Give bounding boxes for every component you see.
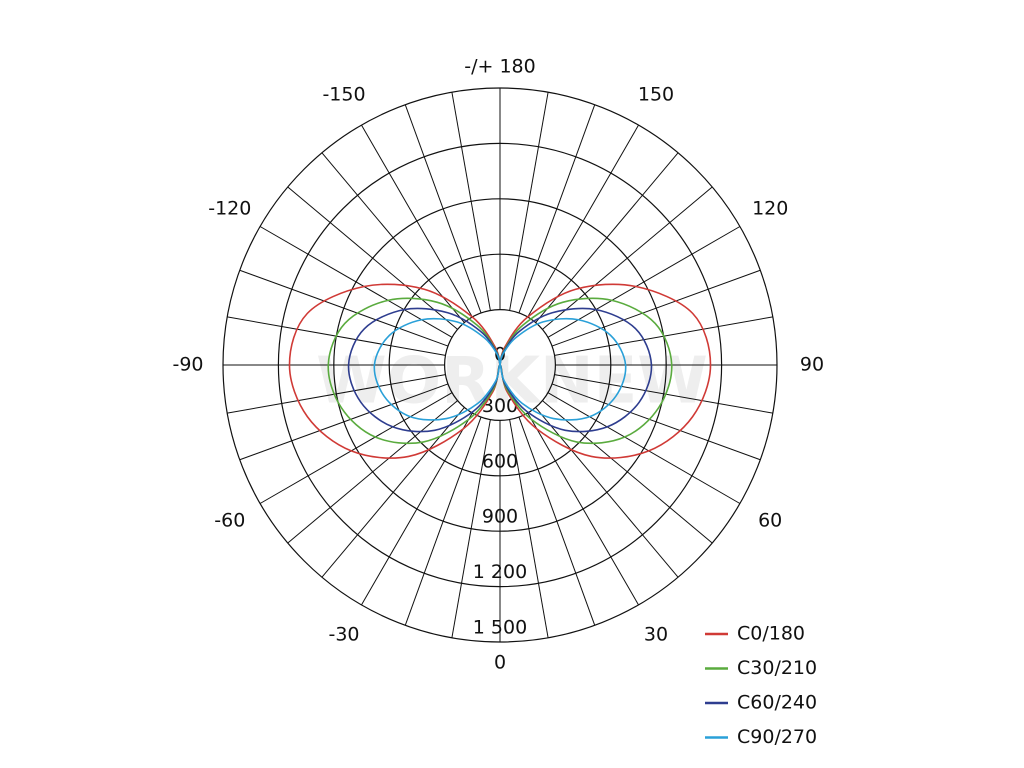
series-curve — [373, 317, 627, 421]
angle-tick-label: 150 — [638, 83, 674, 105]
angle-tick-label: -120 — [208, 198, 251, 220]
angle-tick-label: 30 — [644, 624, 668, 646]
r-tick-label: 600 — [482, 450, 518, 472]
angle-tick-label: -60 — [214, 510, 245, 532]
angle-tick-label: -90 — [172, 354, 203, 376]
legend-label: C0/180 — [737, 623, 805, 645]
r-tick-label: 300 — [482, 395, 518, 417]
angle-tick-label: -/+ 180 — [464, 56, 535, 78]
angle-tick-label: 90 — [800, 354, 824, 376]
grid-ring — [277, 142, 723, 588]
r-tick-label: 1 500 — [473, 617, 527, 639]
angle-tick-label: 0 — [494, 652, 506, 674]
angle-tick-label: -30 — [328, 624, 359, 646]
r-tick-label: 1 200 — [473, 561, 527, 583]
r-tick-label: 900 — [482, 506, 518, 528]
grid-ring — [388, 253, 612, 477]
legend-label: C30/210 — [737, 657, 817, 679]
grid-ring — [222, 87, 778, 643]
angle-tick-label: 60 — [758, 510, 782, 532]
legend-label: C90/270 — [737, 726, 817, 748]
grid-ring — [444, 309, 557, 422]
angle-tick-label: -150 — [322, 83, 365, 105]
angle-tick-label: 120 — [752, 198, 788, 220]
grid-ring — [333, 198, 667, 532]
watermark: WORKNEW — [316, 345, 708, 419]
legend-label: C60/240 — [737, 692, 817, 714]
